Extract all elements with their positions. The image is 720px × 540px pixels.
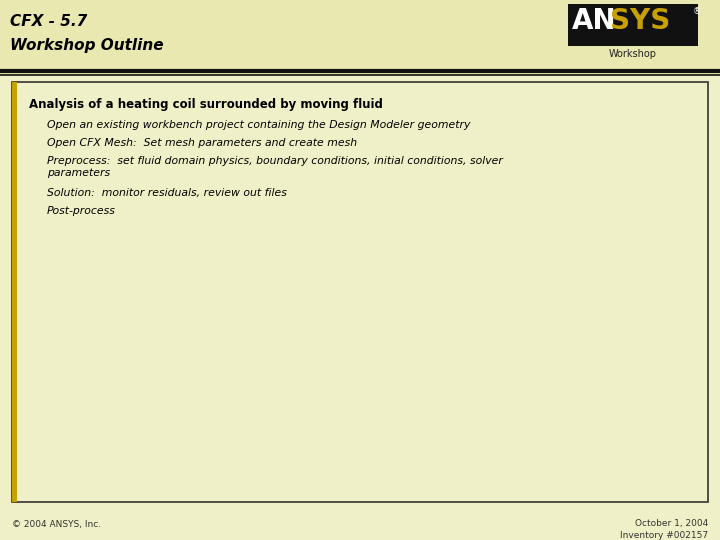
Text: CFX - 5.7: CFX - 5.7 <box>10 14 87 29</box>
Text: Post-process: Post-process <box>47 206 116 216</box>
Text: Workshop Outline: Workshop Outline <box>10 38 163 53</box>
Text: © 2004 ANSYS, Inc.: © 2004 ANSYS, Inc. <box>12 521 101 530</box>
Text: Solution:  monitor residuals, review out files: Solution: monitor residuals, review out … <box>47 188 287 198</box>
Text: AN: AN <box>572 7 616 35</box>
Bar <box>568 4 698 46</box>
Text: Open CFX Mesh:  Set mesh parameters and create mesh: Open CFX Mesh: Set mesh parameters and c… <box>47 138 357 148</box>
Text: Analysis of a heating coil surrounded by moving fluid: Analysis of a heating coil surrounded by… <box>29 98 383 111</box>
Text: ®: ® <box>693 7 701 16</box>
Text: October 1, 2004
Inventory #002157
WS12-3: October 1, 2004 Inventory #002157 WS12-3 <box>620 519 708 540</box>
Bar <box>12 82 17 502</box>
Bar <box>12 82 708 502</box>
Text: Preprocess:  set fluid domain physics, boundary conditions, initial conditions, : Preprocess: set fluid domain physics, bo… <box>47 156 503 178</box>
Text: SYS: SYS <box>610 7 670 35</box>
Bar <box>0 0 720 75</box>
Text: Open an existing workbench project containing the Design Modeler geometry: Open an existing workbench project conta… <box>47 120 470 130</box>
Text: Workshop: Workshop <box>609 49 657 59</box>
